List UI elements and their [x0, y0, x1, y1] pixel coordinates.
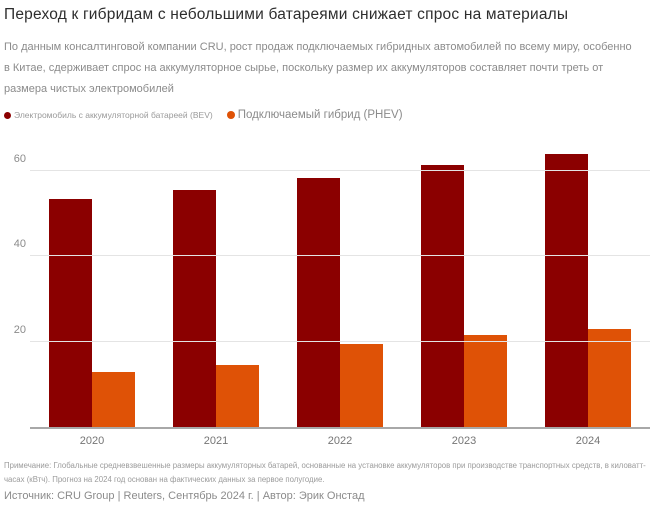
legend-item-bev: Электромобиль с аккумуляторной батареей …	[4, 110, 213, 120]
phev-series-dot-icon	[226, 111, 235, 119]
chart-note: Примечание: Глобальные средневзвешенные …	[4, 461, 646, 484]
x-axis-label-2021: 2021	[203, 435, 229, 447]
bar-bev-2021	[173, 190, 216, 427]
chart-subtitle: По данным консалтинговой компании CRU, р…	[4, 41, 632, 95]
legend-item-phev: Подключаемый гибрид (PHEV)	[226, 109, 403, 121]
bar-phev-2023	[464, 335, 507, 427]
bar-phev-2022	[340, 343, 383, 427]
bar-phev-2021	[216, 365, 259, 427]
plot-area: 20 40 60	[14, 137, 650, 429]
bar-group-2024	[526, 137, 650, 427]
legend-label-bev: Электромобиль с аккумуляторной батареей …	[14, 110, 213, 120]
chart-source: Источник: CRU Group | Reuters, Сентябрь …	[4, 490, 365, 503]
bar-bev-2023	[421, 164, 464, 427]
x-axis-labels: 2020 2021 2022 2023 2024	[30, 435, 650, 447]
page-title: Переход к гибридам с небольшими батареям…	[4, 6, 569, 23]
bar-group-2021	[154, 137, 278, 427]
legend-label-phev: Подключаемый гибрид (PHEV)	[237, 109, 403, 121]
bar-bev-2024	[545, 154, 588, 427]
bar-phev-2020	[92, 371, 135, 427]
bar-bev-2022	[297, 177, 340, 427]
x-axis-label-2022: 2022	[327, 435, 353, 447]
x-axis-label-2024: 2024	[575, 435, 601, 447]
bar-bev-2020	[49, 198, 92, 427]
gridline-20	[30, 340, 650, 342]
x-axis-label-2020: 2020	[79, 435, 105, 447]
bar-group-2022	[278, 137, 402, 427]
bar-group-2020	[30, 137, 154, 427]
bar-chart: 20 40 60 2020 2021 2022 2023 2024	[4, 137, 650, 447]
bar-phev-2024	[588, 328, 631, 427]
bev-series-dot-icon	[4, 111, 11, 119]
x-axis-label-2023: 2023	[451, 435, 477, 447]
y-tick-label-20: 20	[13, 323, 26, 336]
gridline-60	[30, 170, 650, 172]
gridline-40	[30, 255, 650, 257]
y-tick-label-60: 60	[13, 153, 26, 166]
bar-group-2023	[402, 137, 526, 427]
chart-legend: Электромобиль с аккумуляторной батареей …	[4, 109, 650, 121]
y-tick-label-40: 40	[13, 238, 26, 251]
bar-groups	[30, 137, 650, 427]
